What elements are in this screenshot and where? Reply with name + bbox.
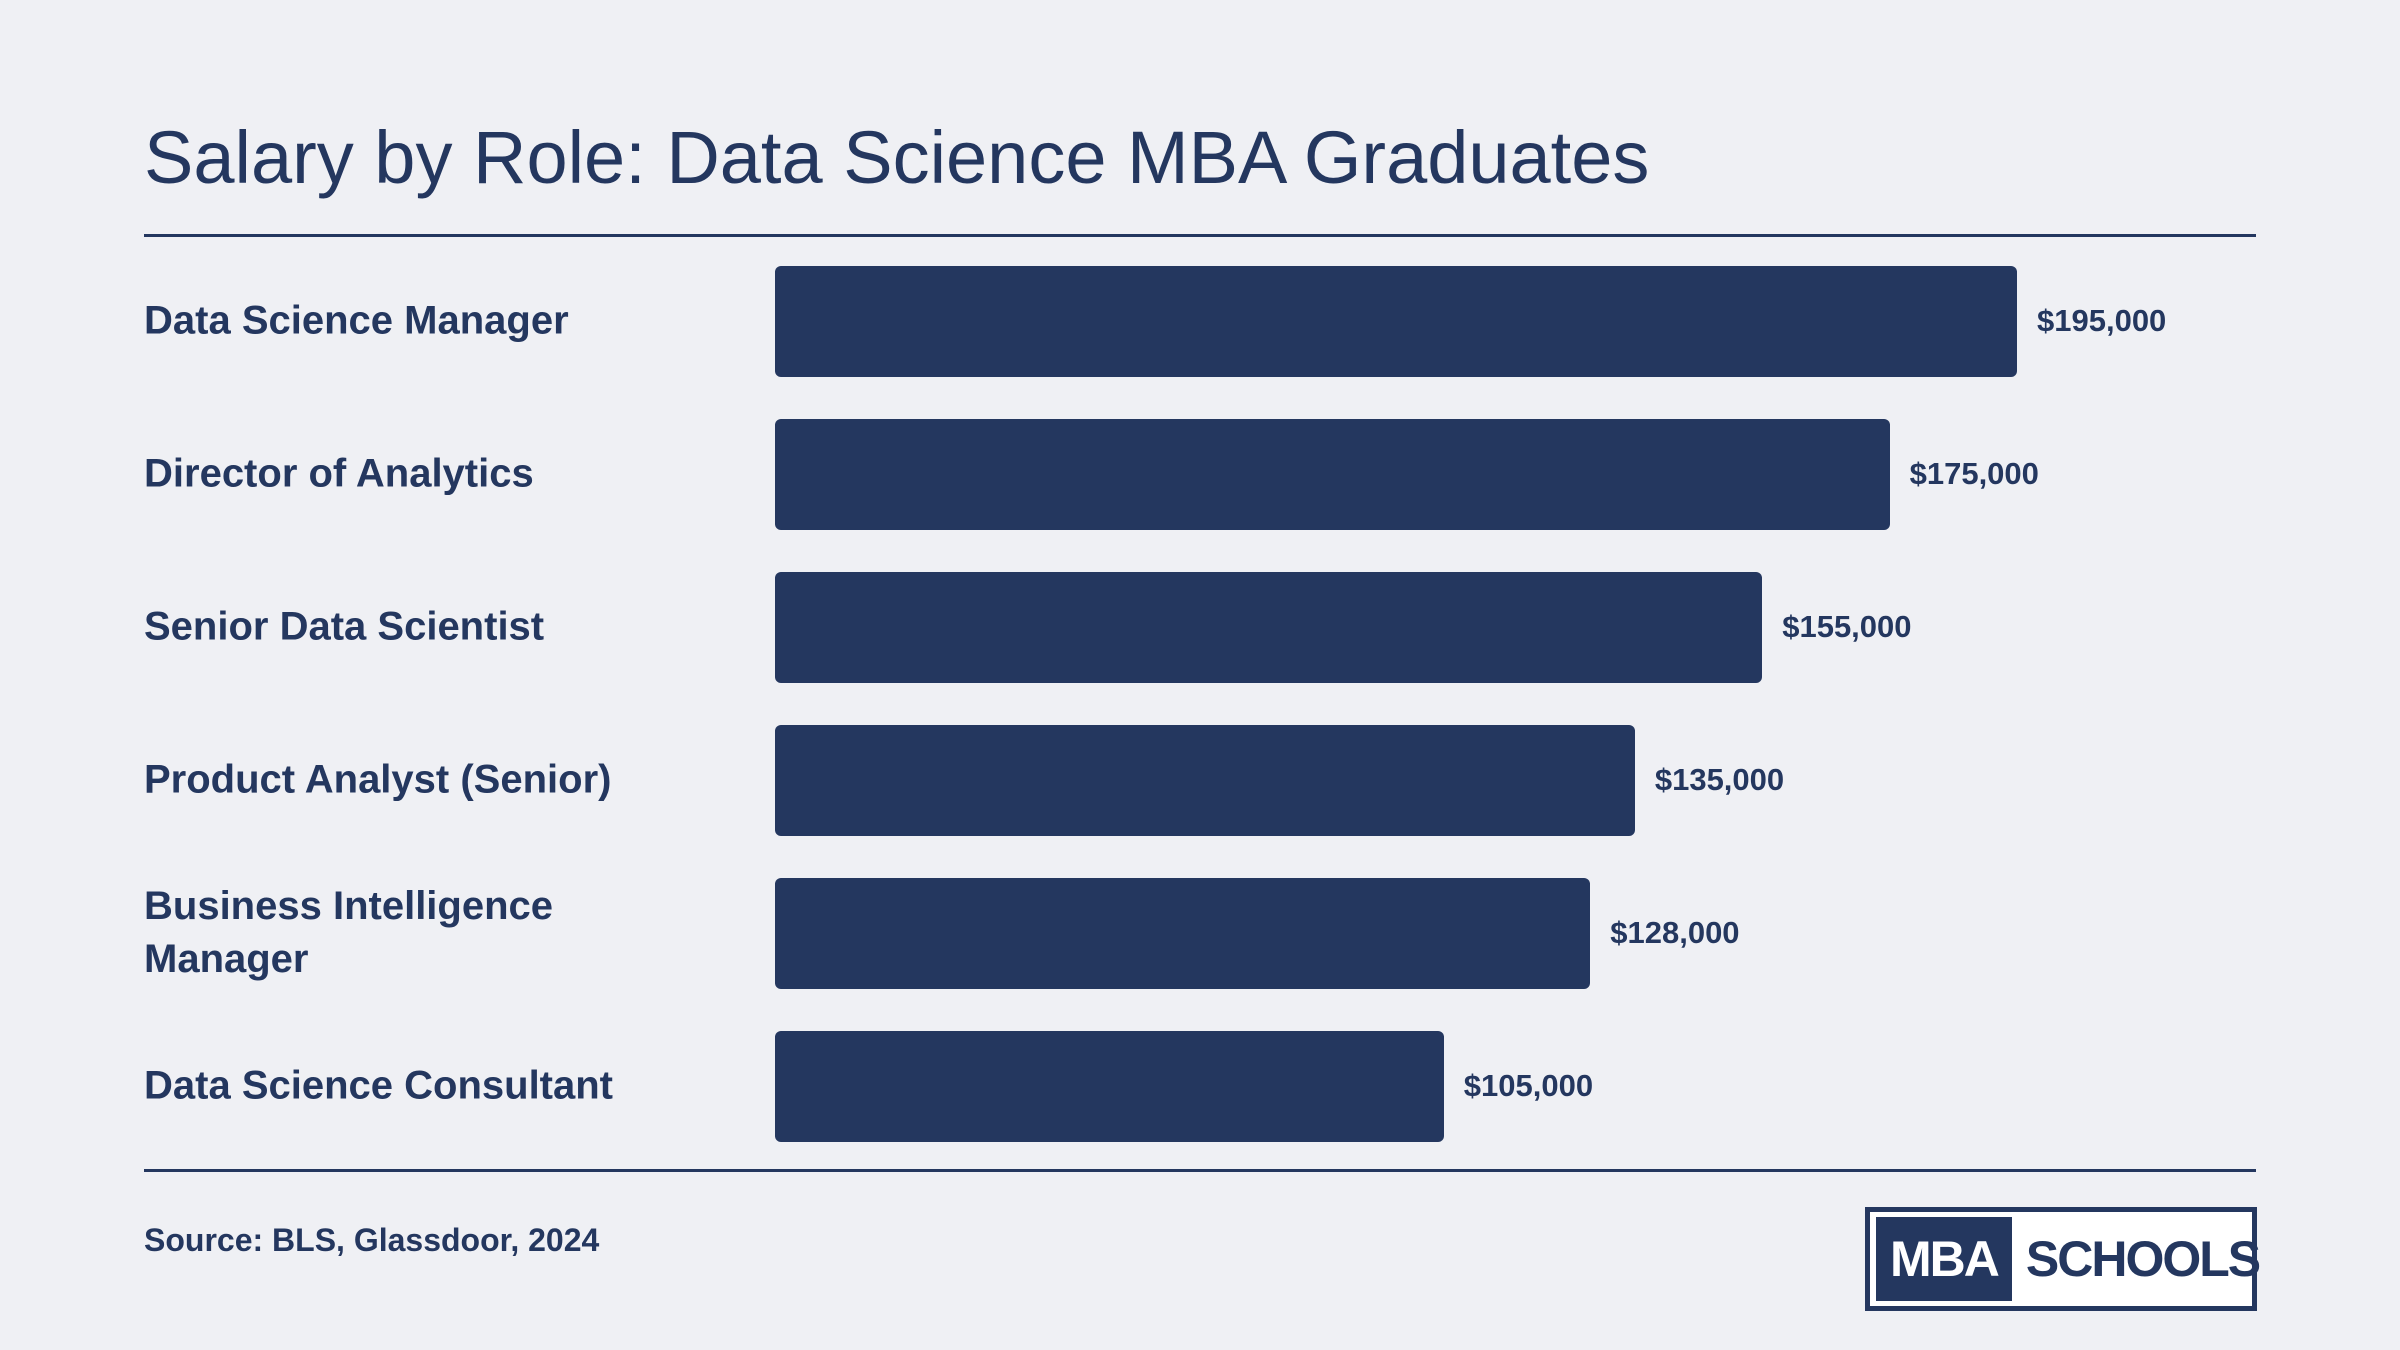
value-label: $195,000	[2037, 303, 2167, 338]
bar	[775, 571, 1763, 683]
mba-schools-logo: MBA SCHOOLS	[1865, 1207, 2261, 1311]
bottom-divider	[144, 1169, 2256, 1172]
category-label: Data Science Consultant	[144, 1063, 614, 1108]
logo-mba-text: MBA	[1876, 1217, 2012, 1301]
bar	[775, 265, 2017, 377]
value-label: $105,000	[1463, 1068, 1594, 1103]
value-label: $175,000	[1909, 456, 2039, 491]
bar	[775, 418, 1890, 530]
category-label: Data Science Manager	[144, 298, 569, 343]
logo-schools-text: SCHOOLS	[2025, 1231, 2261, 1287]
source-note: Source: BLS, Glassdoor, 2024	[144, 1222, 600, 1258]
top-divider	[144, 234, 2256, 237]
category-label: Director of Analytics	[144, 451, 534, 496]
value-label: $155,000	[1782, 609, 1912, 644]
bar	[775, 724, 1635, 836]
category-label: Business Intelligence Manager	[144, 884, 554, 981]
value-label: $135,000	[1654, 762, 1785, 797]
category-label: Senior Data Scientist	[144, 604, 545, 649]
bar	[775, 877, 1591, 989]
bar	[775, 1030, 1444, 1142]
value-label: $128,000	[1610, 915, 1740, 950]
category-label: Product Analyst (Senior)	[144, 757, 612, 802]
chart-title: Salary by Role: Data Science MBA Graduat…	[144, 116, 1650, 199]
